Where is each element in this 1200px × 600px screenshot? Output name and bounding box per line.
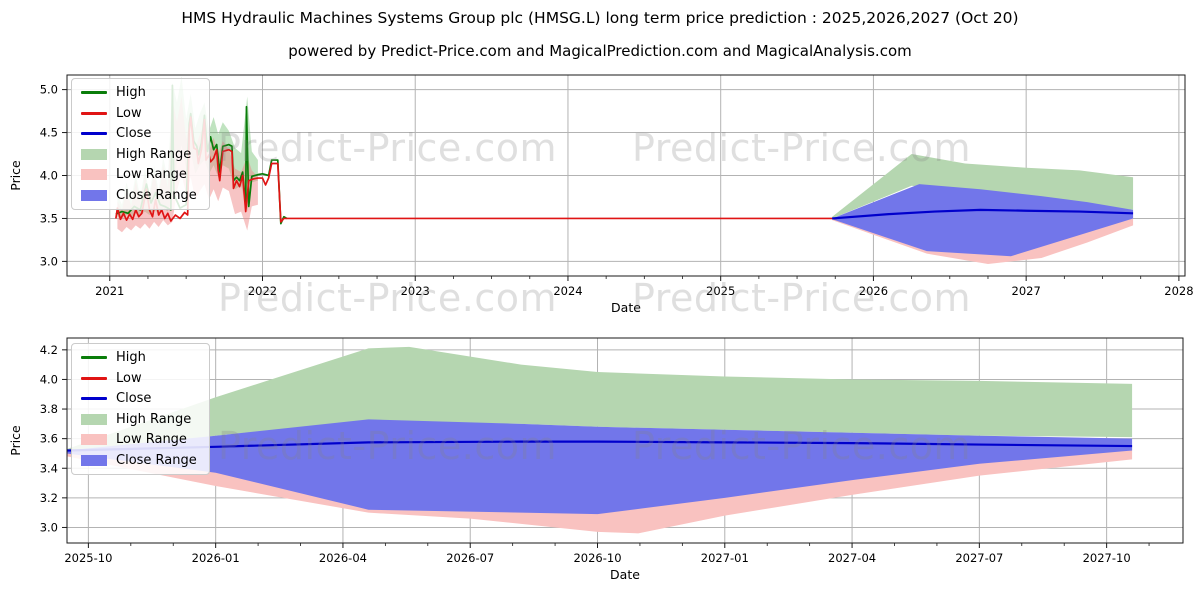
y-axis-label: Price bbox=[8, 425, 23, 456]
watermark-text: Predict-Price.com bbox=[632, 276, 972, 320]
y-tick-label: 3.0 bbox=[40, 520, 58, 534]
legend-top-chart: High Low Close High Range Low Range Close Ran… bbox=[71, 78, 210, 210]
y-tick-label: 3.2 bbox=[40, 491, 58, 505]
watermark-text: Predict-Price.com bbox=[632, 126, 972, 170]
legend-patch-swatch bbox=[81, 189, 107, 201]
legend-item-label: Close bbox=[116, 126, 152, 141]
legend-item-close-range: Close Range bbox=[81, 454, 197, 467]
legend-line-swatch bbox=[81, 356, 107, 359]
y-tick-label: 3.0 bbox=[40, 254, 58, 268]
watermark-text: Predict-Price.com bbox=[632, 424, 972, 468]
y-tick-label: 3.8 bbox=[40, 402, 58, 416]
legend-line-swatch bbox=[81, 91, 107, 94]
legend-item-label: High bbox=[116, 85, 146, 100]
band-pred-high-range bbox=[832, 154, 1134, 219]
legend-item-low: Low bbox=[81, 372, 197, 385]
series-close-line bbox=[66, 440, 1133, 452]
legend-item-low: Low bbox=[81, 107, 197, 120]
legend-patch-swatch bbox=[81, 413, 107, 425]
plot-border bbox=[66, 337, 1184, 544]
x-tick-label: 2024 bbox=[553, 284, 582, 298]
watermark-text: Predict-Price.com bbox=[218, 424, 558, 468]
x-tick-label: 2021 bbox=[95, 284, 124, 298]
x-tick-label: 2026-01 bbox=[192, 551, 240, 565]
legend-item-label: Low bbox=[116, 105, 142, 121]
legend-patch-swatch bbox=[81, 169, 107, 180]
band-high-range bbox=[67, 346, 1133, 452]
page-subtitle: powered by Predict-Price.com and Magical… bbox=[288, 42, 912, 60]
legend-bottom-chart: High Low Close High Range Low Range Close Ran… bbox=[71, 343, 210, 475]
legend-item-label: Close Range bbox=[116, 452, 197, 468]
y-tick-label: 3.6 bbox=[40, 432, 58, 446]
legend-line-swatch bbox=[81, 376, 107, 380]
x-axis-label: Date bbox=[611, 300, 641, 315]
x-tick-label: 2028 bbox=[1164, 284, 1193, 298]
x-tick-label: 2027 bbox=[1012, 284, 1041, 298]
legend-item-label: Low bbox=[116, 370, 142, 386]
legend-item-high: High bbox=[81, 86, 197, 99]
legend-item-low-range: Low Range bbox=[81, 168, 197, 181]
band-pred-close-range bbox=[832, 184, 1134, 257]
legend-item-label: Low Range bbox=[116, 167, 187, 182]
x-tick-label: 2023 bbox=[401, 284, 430, 298]
legend-line-swatch bbox=[81, 397, 107, 400]
legend-line-swatch bbox=[81, 111, 107, 115]
y-tick-label: 4.0 bbox=[40, 372, 58, 386]
x-axis-label: Date bbox=[610, 567, 640, 582]
y-tick-label: 4.2 bbox=[40, 343, 58, 357]
watermark-text: Predict-Price.com bbox=[218, 126, 558, 170]
legend-item-label: Close Range bbox=[116, 187, 197, 203]
legend-item-label: Close bbox=[116, 391, 152, 406]
legend-item-label: High Range bbox=[116, 411, 192, 427]
prediction-detail-chart: 2025-10 2026-01 2026-04 2026-07 2026-10 2027-… bbox=[8, 337, 1184, 582]
legend-item-close-range: Close Range bbox=[81, 189, 197, 202]
x-tick-label: 2025 bbox=[706, 284, 735, 298]
legend-item-close: Close bbox=[81, 392, 197, 405]
y-tick-label: 4.0 bbox=[40, 169, 58, 183]
legend-item-label: High bbox=[116, 350, 146, 365]
legend-patch-swatch bbox=[81, 454, 107, 466]
x-tick-label: 2026-10 bbox=[573, 551, 621, 565]
x-tick-label: 2025-10 bbox=[64, 551, 112, 565]
legend-item-high-range: High Range bbox=[81, 413, 197, 426]
x-tick-label: 2026-07 bbox=[446, 551, 494, 565]
legend-patch-swatch bbox=[81, 148, 107, 160]
y-tick-label: 4.5 bbox=[40, 126, 58, 140]
x-tick-label: 2026-04 bbox=[319, 551, 367, 565]
legend-item-low-range: Low Range bbox=[81, 433, 197, 446]
y-tick-label: 3.4 bbox=[40, 461, 58, 475]
x-tick-label: 2027-04 bbox=[828, 551, 876, 565]
y-tick-label: 3.5 bbox=[40, 211, 58, 225]
legend-item-label: Low Range bbox=[116, 432, 187, 447]
legend-item-label: High Range bbox=[116, 146, 192, 162]
x-tick-label: 2022 bbox=[248, 284, 277, 298]
x-tick-label: 2027-10 bbox=[1083, 551, 1131, 565]
watermark-text: Predict-Price.com bbox=[218, 276, 558, 320]
legend-item-high-range: High Range bbox=[81, 148, 197, 161]
y-axis-label: Price bbox=[8, 160, 23, 191]
legend-item-close: Close bbox=[81, 127, 197, 140]
legend-item-high: High bbox=[81, 351, 197, 364]
legend-patch-swatch bbox=[81, 434, 107, 445]
page-title: HMS Hydraulic Machines Systems Group plc… bbox=[181, 9, 1019, 27]
x-tick-label: 2026 bbox=[859, 284, 888, 298]
legend-line-swatch bbox=[81, 132, 107, 135]
y-tick-label: 5.0 bbox=[40, 83, 58, 97]
x-tick-label: 2027-07 bbox=[955, 551, 1003, 565]
x-tick-label: 2027-01 bbox=[701, 551, 749, 565]
series-close-line bbox=[832, 208, 1134, 220]
